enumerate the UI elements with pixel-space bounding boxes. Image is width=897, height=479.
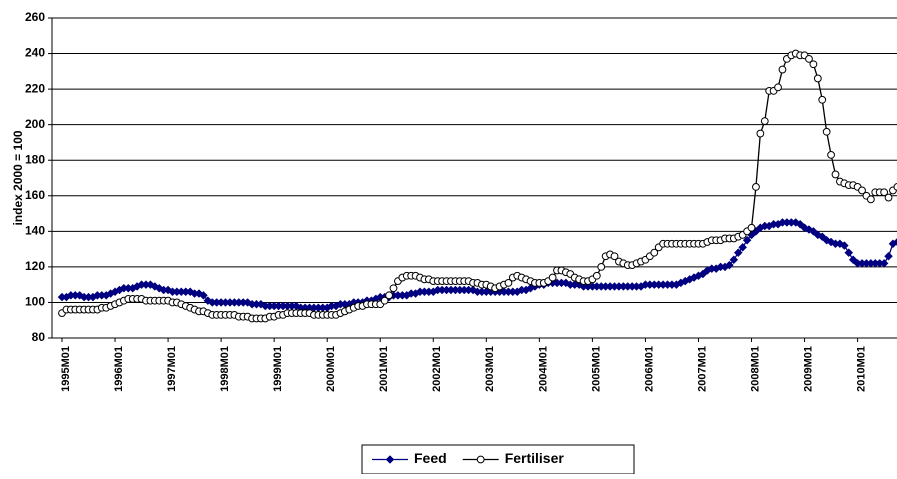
point — [813, 74, 822, 83]
x-tick-label: 1999M01 — [272, 346, 284, 392]
point — [822, 127, 831, 136]
point — [650, 248, 659, 257]
y-axis-label: index 2000 = 100 — [11, 130, 25, 225]
x-tick-label: 2000M01 — [325, 346, 337, 392]
point — [597, 262, 606, 271]
point — [839, 241, 849, 250]
x-tick-label: 2009M01 — [802, 346, 814, 392]
point — [817, 232, 827, 242]
point — [380, 296, 389, 305]
point — [610, 252, 619, 261]
x-tick-label: 2007M01 — [696, 346, 708, 392]
point — [756, 129, 765, 138]
point — [858, 186, 866, 195]
point — [844, 248, 854, 258]
legend: Feed Fertiliser — [361, 444, 635, 475]
point — [592, 271, 601, 280]
point — [752, 182, 760, 191]
point — [893, 183, 897, 191]
point — [385, 455, 395, 464]
point — [476, 455, 485, 464]
point — [146, 280, 155, 290]
y-tick-label: 180 — [25, 152, 45, 166]
point — [831, 170, 840, 179]
point — [884, 251, 893, 261]
x-tick-label: 2008M01 — [749, 346, 761, 392]
legend-label: Feed — [414, 450, 447, 466]
point — [733, 248, 743, 258]
point — [548, 273, 557, 282]
y-tick-label: 120 — [25, 259, 45, 273]
x-tick-label: 2006M01 — [643, 346, 655, 392]
x-tick-label: 2005M01 — [590, 346, 602, 392]
point — [742, 235, 752, 245]
point — [835, 239, 845, 249]
x-tick-label: 2001M01 — [378, 346, 390, 392]
legend-label: Fertiliser — [505, 450, 565, 466]
point — [805, 54, 813, 63]
point — [809, 60, 818, 69]
x-tick-label: 1997M01 — [166, 346, 178, 392]
y-tick-label: 80 — [32, 330, 46, 344]
point — [194, 289, 204, 298]
point — [203, 296, 213, 306]
point — [880, 188, 889, 197]
point — [866, 195, 875, 204]
point — [774, 83, 782, 92]
point — [725, 260, 734, 270]
point — [848, 255, 858, 265]
y-tick-label: 140 — [25, 224, 45, 238]
point — [884, 193, 893, 202]
y-tick-label: 100 — [25, 295, 45, 309]
x-tick-label: 1996M01 — [113, 346, 125, 392]
point — [561, 278, 571, 288]
point — [738, 242, 748, 252]
x-tick-label: 2010M01 — [856, 346, 868, 392]
x-tick-label: 2004M01 — [537, 346, 549, 392]
y-tick-label: 220 — [25, 81, 45, 95]
point — [893, 238, 897, 246]
point — [385, 291, 393, 300]
y-tick-label: 200 — [25, 117, 45, 131]
point — [813, 230, 823, 240]
point — [827, 150, 835, 159]
point — [800, 223, 809, 233]
x-tick-label: 2003M01 — [484, 346, 496, 392]
y-tick-label: 260 — [25, 10, 45, 24]
point — [760, 117, 769, 126]
point — [199, 290, 208, 300]
point — [504, 278, 513, 287]
y-tick-label: 160 — [25, 188, 45, 202]
point — [804, 225, 814, 234]
x-tick-label: 1995M01 — [60, 346, 72, 392]
x-tick-label: 1998M01 — [219, 346, 231, 392]
point — [389, 284, 398, 293]
point — [185, 287, 195, 297]
point — [818, 95, 827, 104]
point — [729, 255, 739, 265]
y-tick-label: 240 — [25, 46, 45, 60]
point — [778, 65, 787, 74]
point — [879, 258, 889, 268]
point — [747, 223, 756, 232]
x-tick-label: 2002M01 — [431, 346, 443, 392]
